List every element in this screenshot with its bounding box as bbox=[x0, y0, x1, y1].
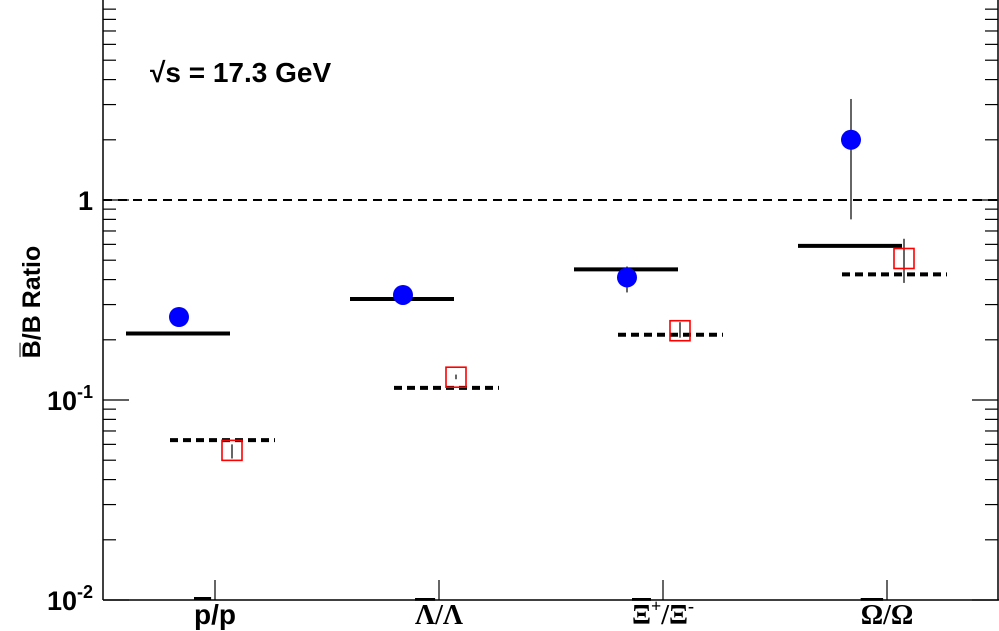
x-tick-label: p/p bbox=[194, 599, 236, 630]
x-tick-label: Ω/Ω bbox=[861, 600, 914, 631]
data-point-blue bbox=[841, 129, 861, 150]
y-axis-label: B̅/B Ratio bbox=[18, 246, 46, 359]
annotation-text: s = 17.3 GeV bbox=[165, 57, 331, 88]
data-point-blue bbox=[169, 307, 189, 328]
data-point-red bbox=[445, 366, 467, 389]
sqrt-symbol: √ bbox=[150, 57, 166, 88]
x-tick-label: Λ/Λ bbox=[415, 600, 463, 631]
energy-annotation: √s = 17.3 GeV bbox=[150, 57, 331, 88]
y-tick-label: 10-2 bbox=[47, 582, 93, 616]
y-tick-label: 10-1 bbox=[47, 382, 93, 416]
y-tick-label: 1 bbox=[78, 186, 93, 216]
model-lines bbox=[126, 243, 947, 443]
data-markers bbox=[169, 98, 915, 462]
axes: 10-2 10-1 1 p/p Λ/Λ Ξ+/Ξ- Ω/Ω bbox=[47, 0, 999, 631]
data-point-blue bbox=[393, 284, 413, 305]
data-point-blue bbox=[617, 267, 637, 288]
data-point-red bbox=[893, 247, 915, 270]
x-tick-label: Ξ+/Ξ- bbox=[632, 596, 694, 631]
data-point-red bbox=[669, 319, 691, 342]
data-point-red bbox=[221, 439, 243, 462]
